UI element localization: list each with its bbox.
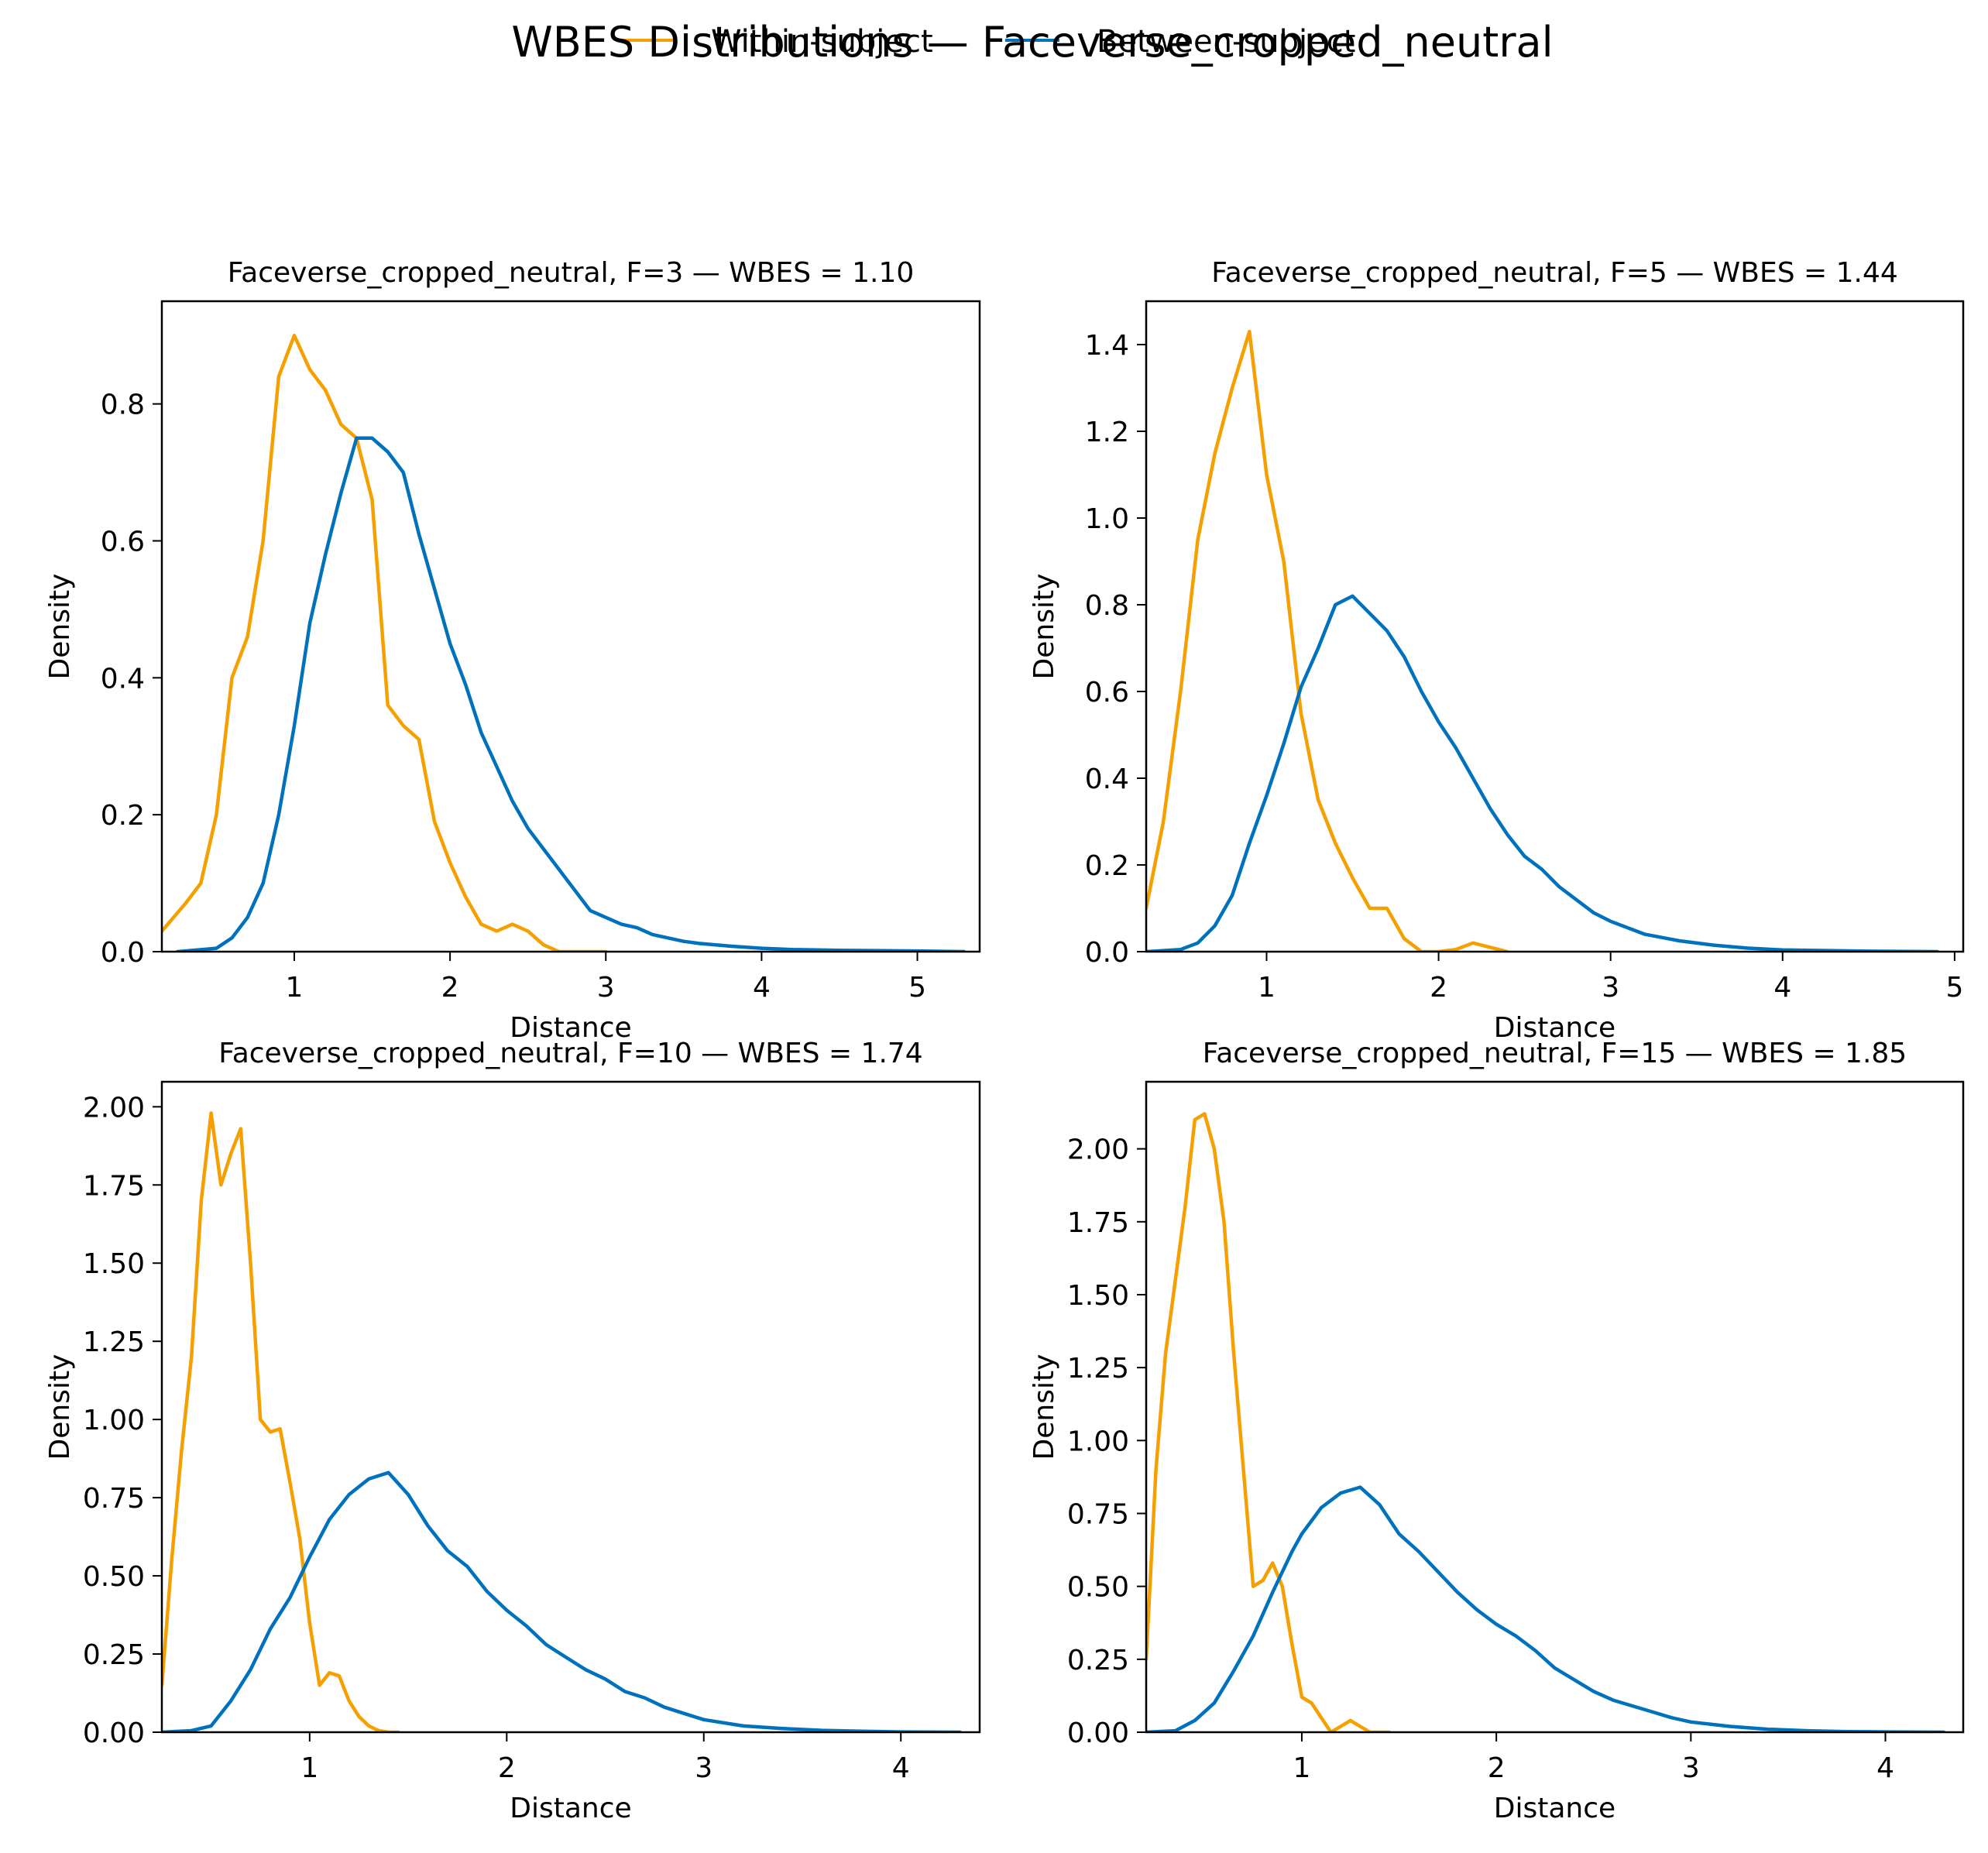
chart-2-ytick-label: 0.6 <box>1085 677 1129 709</box>
chart-3-ytick-label: 1.00 <box>83 1405 145 1436</box>
chart-4-xtick-label: 4 <box>1876 1752 1894 1784</box>
chart-4-axes-frame <box>1145 1080 1965 1734</box>
chart-2-xlabel: Distance <box>1494 1012 1615 1044</box>
legend-within-subject-label: Within-subject <box>711 24 933 60</box>
chart-4-xtick-label: 3 <box>1682 1752 1700 1784</box>
chart-3-ylabel: Density <box>44 1354 76 1460</box>
chart-2-ytick-label: 1.0 <box>1085 503 1129 535</box>
chart-4-title: Faceverse_cropped_neutral, F=15 — WBES =… <box>1203 1038 1907 1069</box>
chart-1-xtick-label: 2 <box>441 972 459 1004</box>
chart-2: 1 2 3 4 5 0.0 0.2 0.4 0.6 0.8 1.0 1.2 1.4 Faceverse_c… <box>1028 257 1965 1044</box>
chart-2-series-within-subject-line <box>1146 329 1509 952</box>
chart-1-xlabel: Distance <box>510 1012 631 1044</box>
chart-4-ytick-label: 0.25 <box>1067 1645 1129 1676</box>
chart-2-xtick-label: 5 <box>1945 972 1963 1004</box>
chart-4-ytick-label: 0.75 <box>1067 1498 1129 1530</box>
chart-4-ytick-label: 0.00 <box>1067 1717 1129 1749</box>
chart-3-ytick-label: 0.25 <box>83 1639 145 1671</box>
chart-3-xtick-label: 1 <box>300 1752 318 1784</box>
chart-3-title: Faceverse_cropped_neutral, F=10 — WBES =… <box>218 1038 922 1069</box>
chart-2-axes-frame <box>1145 300 1965 953</box>
chart-1-ytick-label: 0.6 <box>101 526 145 558</box>
legend-between-subject-label: Between-subject <box>1097 24 1355 60</box>
chart-2-ytick-label: 0.0 <box>1085 937 1129 969</box>
chart-3-xtick-label: 4 <box>892 1752 910 1784</box>
chart-1-series-within-subject-line <box>162 333 608 952</box>
chart-2-xtick-label: 4 <box>1773 972 1791 1004</box>
chart-3-xtick-label: 3 <box>695 1752 712 1784</box>
chart-4-ytick-label: 1.00 <box>1067 1426 1129 1457</box>
chart-4-ytick-label: 1.25 <box>1067 1353 1129 1385</box>
chart-4-ytick-label: 1.75 <box>1067 1207 1129 1239</box>
chart-3-series-between-subject-line <box>162 1470 962 1732</box>
chart-3: 1 2 3 4 0.00 0.25 0.50 0.75 1.00 1.25 1.50 1.75 2.00… <box>44 1038 981 1824</box>
chart-3-ytick-label: 1.50 <box>83 1248 145 1280</box>
chart-1-ytick-label: 0.4 <box>101 663 145 695</box>
chart-3-ytick-label: 0.75 <box>83 1483 145 1515</box>
chart-4-ytick-label: 1.50 <box>1067 1280 1129 1312</box>
chart-2-ytick-label: 0.2 <box>1085 850 1129 882</box>
chart-1-ytick-label: 0.8 <box>101 389 145 421</box>
chart-2-series-between-subject-line <box>1146 594 1939 952</box>
chart-3-ytick-label: 0.00 <box>83 1717 145 1749</box>
chart-4-xtick-label: 1 <box>1293 1752 1310 1784</box>
chart-4-xlabel: Distance <box>1494 1793 1615 1824</box>
chart-1-ylabel: Density <box>44 574 76 680</box>
chart-4-series-within-subject-line <box>1146 1112 1392 1732</box>
figure-legend: Within-subject Between-subject <box>620 24 1355 60</box>
chart-1-xtick-label: 4 <box>753 972 771 1004</box>
chart-1-xtick-label: 5 <box>908 972 926 1004</box>
chart-4-ylabel: Density <box>1028 1354 1060 1460</box>
chart-3-ytick-label: 1.25 <box>83 1326 145 1358</box>
chart-1-xtick-label: 3 <box>597 972 615 1004</box>
chart-1-series-between-subject-line <box>175 436 967 952</box>
chart-1-title: Faceverse_cropped_neutral, F=3 — WBES = … <box>228 257 915 289</box>
chart-2-ytick-label: 0.4 <box>1085 764 1129 795</box>
chart-2-ytick-label: 1.2 <box>1085 417 1129 448</box>
chart-3-series-within-subject-line <box>162 1111 400 1732</box>
chart-2-ytick-label: 1.4 <box>1085 330 1129 362</box>
chart-2-ylabel: Density <box>1028 574 1060 680</box>
chart-4-ytick-label: 0.50 <box>1067 1572 1129 1604</box>
chart-1: 1 2 3 4 5 0.0 0.2 0.4 0.6 0.8 Faceverse_cropped_ne… <box>44 257 981 1044</box>
chart-3-ytick-label: 2.00 <box>83 1092 145 1124</box>
chart-2-xtick-label: 1 <box>1258 972 1276 1004</box>
chart-1-axes-frame <box>160 300 981 953</box>
chart-1-xtick-label: 1 <box>286 972 304 1004</box>
chart-4: 1 2 3 4 0.00 0.25 0.50 0.75 1.00 1.25 1.50 1.75 2.00… <box>1028 1038 1965 1824</box>
chart-3-xtick-label: 2 <box>498 1752 516 1784</box>
chart-3-axes-frame <box>160 1080 981 1734</box>
chart-4-xtick-label: 2 <box>1488 1752 1506 1784</box>
chart-3-ytick-label: 0.50 <box>83 1561 145 1593</box>
chart-1-ytick-label: 0.2 <box>101 800 145 832</box>
figure-suptitle: WBES Distributions — Faceverse_cropped_n… <box>511 18 1553 67</box>
chart-3-ytick-label: 1.75 <box>83 1170 145 1202</box>
chart-2-title: Faceverse_cropped_neutral, F=5 — WBES = … <box>1211 257 1898 289</box>
chart-4-ytick-label: 2.00 <box>1067 1134 1129 1166</box>
chart-3-xlabel: Distance <box>510 1793 631 1824</box>
chart-2-ytick-label: 0.8 <box>1085 590 1129 622</box>
chart-1-ytick-label: 0.0 <box>101 937 145 969</box>
chart-2-xtick-label: 2 <box>1430 972 1447 1004</box>
chart-4-series-between-subject-line <box>1146 1485 1946 1732</box>
chart-2-xtick-label: 3 <box>1602 972 1619 1004</box>
